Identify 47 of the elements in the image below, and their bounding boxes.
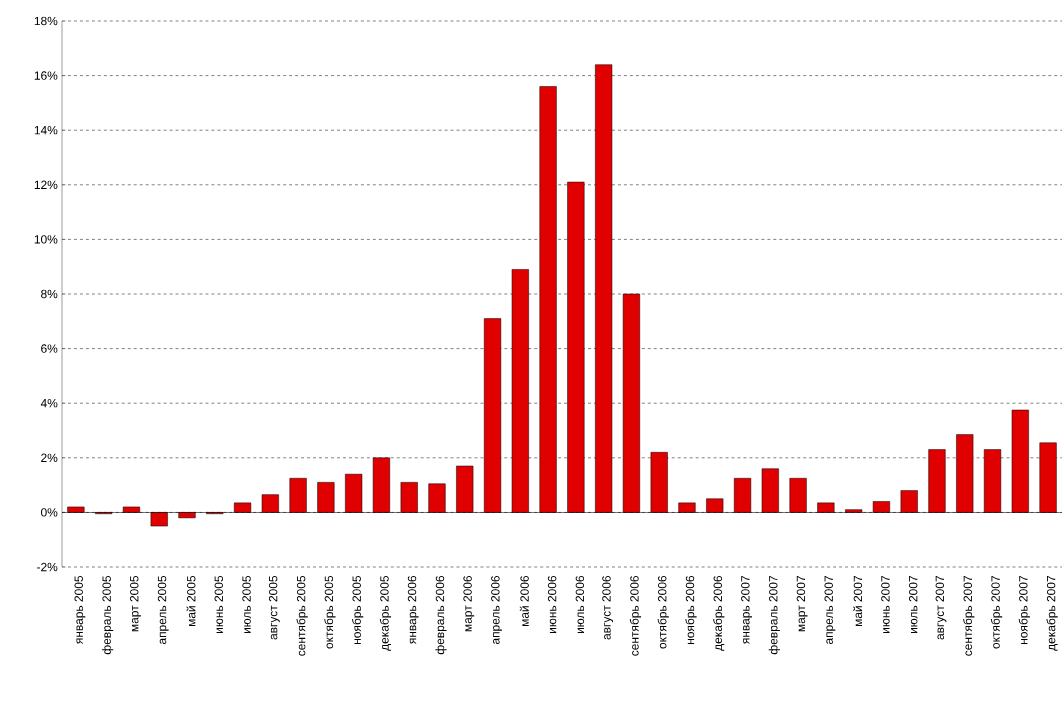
y-tick-label: 4%: [40, 399, 58, 408]
x-tick-label: июнь 2006: [547, 575, 557, 633]
x-tick-label: февраль 2007: [768, 576, 780, 655]
x-tick-label: апрель 2005: [157, 575, 169, 645]
x-tick-label: октябрь 2006: [657, 575, 669, 649]
x-tick-label: май 2006: [519, 575, 529, 627]
x-tick-label: март 2006: [463, 575, 475, 632]
x-tick-label: июнь 2005: [214, 575, 223, 633]
x-tick-label: апрель 2006: [491, 575, 502, 645]
y-tick-label: 14%: [34, 126, 58, 135]
x-tick-label: август 2006: [602, 575, 614, 640]
x-tick-label: октябрь 2005: [324, 575, 336, 649]
x-tick-label: ноябрь 2007: [1018, 576, 1030, 644]
x-tick-label: сентябрь 2005: [296, 575, 308, 656]
x-tick-label: июнь 2007: [881, 576, 890, 633]
x-tick-label: май 2005: [186, 575, 196, 627]
x-tick-label: июль 2007: [908, 576, 918, 634]
x-tick-label: сентябрь 2006: [629, 575, 642, 656]
x-tick-label: февраль 2006: [435, 575, 447, 655]
y-tick-label: 12%: [34, 180, 58, 189]
x-tick-label: март 2007: [796, 576, 808, 632]
x-tick-label: апрель 2007: [824, 576, 836, 645]
x-tick-label: октябрь 2007: [990, 576, 1003, 649]
x-tick-label: май 2007: [853, 576, 863, 627]
x-tick-label: август 2007: [935, 576, 947, 640]
x-tick-label: декабрь 2007: [1046, 576, 1058, 651]
y-tick-label: 10%: [34, 235, 58, 244]
y-tick-label: 2%: [41, 453, 58, 462]
y-tick-label: -2%: [37, 562, 58, 572]
y-tick-label: 6%: [41, 344, 58, 353]
x-tick-label: август 2005: [268, 575, 280, 640]
x-tick-label: январь 2006: [407, 575, 419, 645]
x-tick-label: сентябрь 2007: [963, 576, 975, 656]
y-tick-label: 18%: [34, 16, 58, 26]
x-tick-label: март 2005: [130, 575, 141, 632]
x-tick-label: январь 2007: [741, 576, 752, 645]
x-tick-label: ноябрь 2006: [685, 575, 697, 644]
y-tick-label: 8%: [41, 289, 58, 299]
x-tick-label: декабрь 2006: [713, 575, 725, 651]
x-tick-label: ноябрь 2005: [352, 575, 364, 644]
x-tick-label: январь 2005: [74, 575, 86, 645]
y-tick-label: 0%: [41, 508, 58, 517]
x-tick-label: февраль 2005: [102, 575, 114, 655]
x-tick-label: декабрь 2005: [379, 575, 392, 651]
y-tick-label: 16%: [34, 71, 58, 80]
x-tick-label: июль 2006: [575, 575, 585, 634]
x-tick-label: июль 2005: [242, 575, 251, 634]
